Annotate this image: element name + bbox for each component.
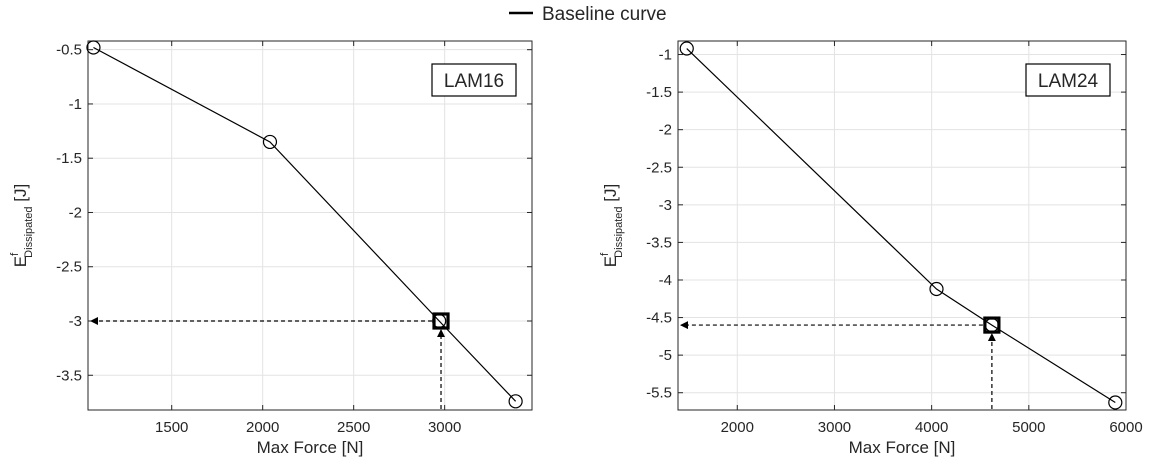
y-tick-label: -3.5 <box>56 367 82 384</box>
y-tick-label: -5.5 <box>646 385 672 402</box>
y-tick-label: -4 <box>659 272 672 289</box>
annotation-box: LAM16 <box>431 63 517 97</box>
y-tick-label: -3.5 <box>646 234 672 251</box>
axes-box <box>87 40 533 411</box>
y-tick-label: -3 <box>69 313 82 330</box>
legend: Baseline curve <box>509 4 667 25</box>
y-tick-label: -1.5 <box>646 84 672 101</box>
y-tick-label: -2.5 <box>646 159 672 176</box>
x-tick-label: 2500 <box>337 419 370 436</box>
series-line <box>686 48 1116 403</box>
annotation-frame <box>431 63 517 97</box>
annotation-frame <box>1025 63 1111 97</box>
y-tick-label: -0.5 <box>56 42 82 59</box>
x-axis-label: Max Force [N] <box>849 438 956 457</box>
x-tick-label: 2000 <box>721 419 754 436</box>
chart-lam24: 2000 3000 4000 5000 6000 -1 -1.5 -2 -2.5 -3 -3.5 -4… <box>599 40 1143 457</box>
y-tick-label: -4.5 <box>646 310 672 327</box>
data-point <box>929 281 944 297</box>
data-point <box>262 134 278 150</box>
y-tick-label: -2.5 <box>56 259 82 276</box>
plot-area <box>678 41 1126 410</box>
y-axis-label: Ef Dissipated [J] <box>599 184 625 267</box>
x-tick-label: 3000 <box>428 419 461 436</box>
y-tick-label: -2 <box>69 204 82 221</box>
data-point <box>1108 395 1123 410</box>
x-tick-label: 4000 <box>915 419 948 436</box>
annotation-box: LAM24 <box>1025 63 1111 97</box>
x-axis-label: Max Force [N] <box>257 438 364 457</box>
y-tick-label: -1 <box>659 47 672 64</box>
data-point <box>86 40 101 55</box>
x-tick-label: 5000 <box>1012 419 1045 436</box>
x-tick-label: 1500 <box>155 419 188 436</box>
y-tick-label: -1 <box>69 96 82 113</box>
series-line <box>93 46 517 402</box>
annotation-label: LAM24 <box>1038 71 1099 92</box>
y-tick-label: -2 <box>659 122 672 139</box>
axes-box <box>677 40 1127 411</box>
y-axis-label: Ef Dissipated [J] <box>9 184 35 267</box>
highlight-point <box>983 316 1001 334</box>
x-tick-label: 2000 <box>246 419 279 436</box>
x-tick-label: 6000 <box>1109 419 1142 436</box>
highlight-point <box>432 312 450 330</box>
plot-area <box>88 41 532 410</box>
y-tick-label: -5 <box>659 347 672 364</box>
x-tick-label: 3000 <box>818 419 851 436</box>
data-point <box>679 41 694 56</box>
chart-lam16: 1500 2000 2500 3000 -0.5 -1 -1.5 -2 -2.5 -3 -3.5 Ma… <box>9 40 533 457</box>
annotation-label: LAM16 <box>444 71 504 92</box>
y-tick-label: -3 <box>659 197 672 214</box>
data-point <box>508 394 523 409</box>
y-tick-label: -1.5 <box>56 150 82 167</box>
legend-label: Baseline curve <box>542 4 667 25</box>
